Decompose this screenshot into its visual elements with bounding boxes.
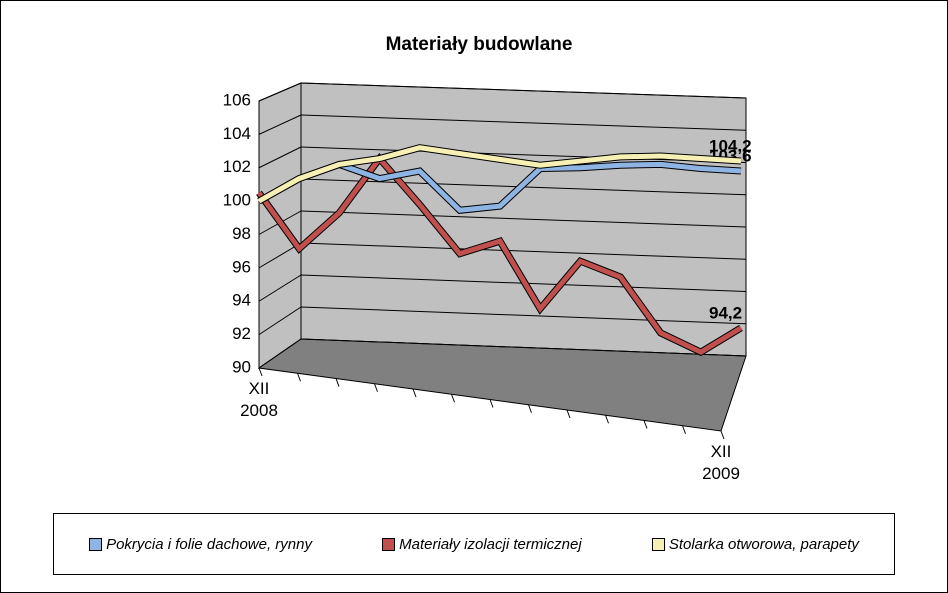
grid-line	[258, 146, 302, 169]
x-tick	[720, 430, 725, 440]
grid-line	[300, 306, 747, 325]
legend-item: Pokrycia i folie dachowe, rynny	[89, 536, 312, 553]
grid-line	[258, 338, 302, 369]
legend-swatch	[382, 537, 396, 551]
y-tick-label: 96	[232, 257, 251, 276]
legend-label: Materiały izolacji termicznej	[399, 535, 582, 553]
grid-line	[300, 210, 747, 228]
x-tick	[643, 420, 648, 429]
legend-label: Stolarka otworowa, parapety	[668, 535, 859, 553]
line	[256, 154, 743, 355]
grid-line	[300, 338, 747, 357]
plot: Materiały budowlane 90 92 94 96 98 100 102 104 1…	[223, 34, 752, 440]
y-tick-label: 104	[223, 124, 251, 143]
x-tick	[335, 378, 340, 387]
line	[257, 145, 742, 204]
y-tick-label: 90	[232, 357, 251, 376]
grid-line	[258, 82, 302, 102]
grid-line	[300, 114, 747, 131]
grid-line	[258, 274, 302, 302]
value-label: 94,2	[709, 303, 742, 322]
y-tick-label: 100	[223, 191, 251, 210]
legend-swatch	[651, 537, 665, 551]
x-tick	[682, 425, 686, 434]
x-tick	[605, 415, 609, 424]
y-tick-label: 102	[223, 157, 251, 176]
grid-line	[300, 242, 747, 260]
legend-swatch	[89, 537, 103, 551]
y-tick-label: 94	[232, 291, 251, 310]
x-tick	[258, 367, 263, 377]
y-tick-label: 106	[223, 90, 251, 109]
x-tick	[528, 404, 532, 413]
legend-item: Materiały izolacji termicznej	[382, 536, 582, 553]
x-tick	[451, 394, 455, 403]
grid-line	[258, 306, 302, 336]
grid-line	[258, 114, 302, 135]
x-tick	[489, 399, 494, 408]
chart-title: Materiały budowlane	[386, 34, 573, 55]
y-tick-label: 92	[232, 324, 251, 343]
x-tick-label: XII 2009	[702, 442, 740, 483]
x-tick-label: XII 2008	[240, 379, 278, 420]
y-tick-label: 98	[232, 224, 251, 243]
x-tick	[412, 388, 417, 398]
legend: Pokrycia i folie dachowe, rynny Materiały…	[53, 513, 895, 575]
legend-item: Stolarka otworowa, parapety	[651, 535, 859, 553]
legend-label: Pokrycia i folie dachowe, rynny	[106, 535, 312, 553]
grid-line	[300, 82, 747, 99]
x-tick	[374, 383, 378, 392]
x-tick	[297, 373, 301, 382]
x-tick	[566, 409, 571, 419]
value-label: 104,2	[709, 137, 752, 156]
